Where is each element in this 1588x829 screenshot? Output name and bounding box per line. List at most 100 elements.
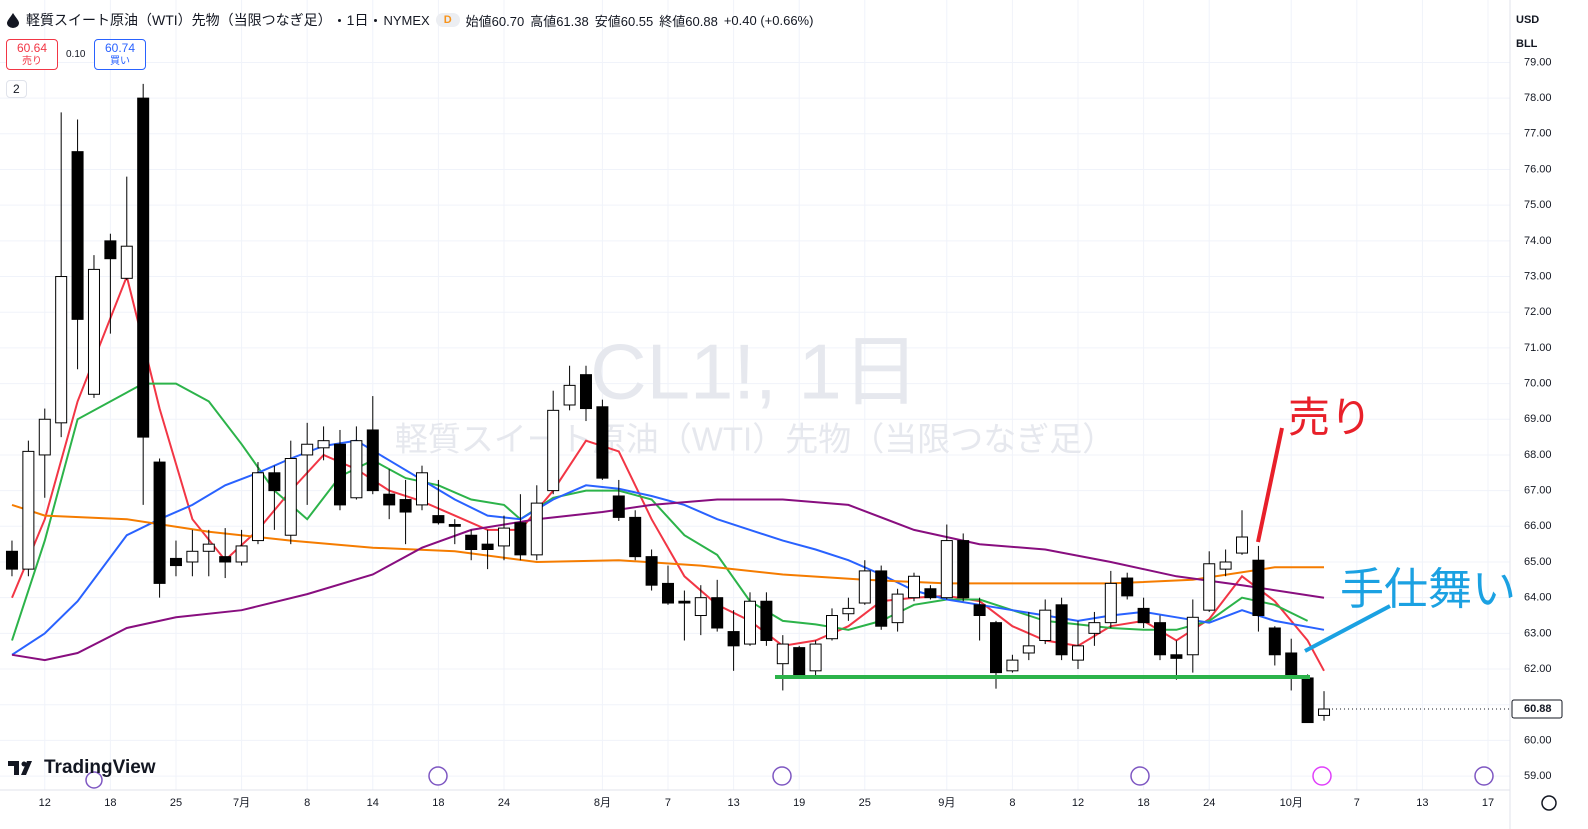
- x-tick-label: 17: [1482, 797, 1494, 809]
- candle-body: [22, 450, 35, 570]
- candle-body: [1039, 609, 1052, 641]
- event-icon[interactable]: [1474, 766, 1494, 786]
- candle-body: [465, 534, 478, 551]
- x-tick-label: 14: [367, 797, 379, 809]
- x-tick-label: 13: [727, 797, 739, 809]
- sell-label: 売り: [22, 56, 42, 67]
- header: 軽質スイート原油（WTI）先物（当限つなぎ足） 1日 NYMEX D 始値60.…: [6, 10, 813, 30]
- candle-body: [1137, 607, 1150, 624]
- candle-body: [596, 406, 609, 479]
- candle-body: [661, 582, 674, 604]
- y-tick-label: 76.00: [1524, 163, 1552, 175]
- exit-arrow: [1304, 604, 1391, 653]
- candle-body: [858, 570, 871, 604]
- candle-body: [481, 543, 494, 551]
- x-tick-label: 7月: [233, 797, 250, 809]
- candle-body: [317, 440, 330, 449]
- x-tick-label: 24: [498, 797, 510, 809]
- y-tick-label: 77.00: [1524, 128, 1552, 140]
- annotation-sell: 売り: [1288, 394, 1373, 441]
- interval[interactable]: 1日: [346, 12, 369, 28]
- candle-body: [760, 600, 773, 641]
- event-icon[interactable]: [85, 771, 103, 789]
- x-tick-label: 18: [104, 797, 116, 809]
- candle-body: [153, 461, 166, 584]
- indicator-toggle[interactable]: 2: [6, 80, 27, 98]
- x-tick-label: 8: [304, 797, 310, 809]
- candle-body: [5, 550, 18, 570]
- candle-body: [1104, 582, 1117, 624]
- candle-body: [137, 97, 150, 438]
- x-tick-label: 7: [665, 797, 671, 809]
- candle-body: [1268, 627, 1281, 656]
- indicator-count: 2: [13, 82, 20, 96]
- x-tick-label: 8月: [594, 797, 611, 809]
- x-tick-label: 12: [39, 797, 51, 809]
- y-tick-label: 75.00: [1524, 199, 1552, 211]
- candle-body: [743, 600, 756, 645]
- candle-body: [120, 245, 133, 279]
- y-tick-label: 67.00: [1524, 485, 1552, 497]
- candle-body: [990, 622, 1003, 674]
- y-tick-label: 62.00: [1524, 663, 1552, 675]
- event-icon[interactable]: [428, 766, 448, 786]
- ohlc-low: 安値60.55: [594, 13, 654, 29]
- exchange: NYMEX: [383, 12, 430, 28]
- candle-body: [891, 593, 904, 624]
- event-icons: [85, 766, 1494, 789]
- candle-body: [1219, 561, 1232, 570]
- y-tick-label: 74.00: [1524, 235, 1552, 247]
- y-tick-label: 79.00: [1524, 56, 1552, 68]
- candle-body: [448, 524, 461, 527]
- candle-body: [202, 543, 215, 552]
- candle-body: [1088, 622, 1101, 634]
- candle-body: [284, 458, 297, 536]
- x-tick-label: 25: [859, 797, 871, 809]
- x-tick-label: 7: [1354, 797, 1360, 809]
- x-tick-label: 10月: [1280, 797, 1303, 809]
- x-tick-label: 18: [1137, 797, 1149, 809]
- candle-body: [497, 527, 510, 547]
- buy-button[interactable]: 60.74 買い: [94, 39, 146, 70]
- candle-body: [1203, 563, 1216, 611]
- y-tick-label: 73.00: [1524, 270, 1552, 282]
- candle-body: [186, 550, 199, 563]
- x-tick-label: 25: [170, 797, 182, 809]
- candle-body: [1318, 708, 1331, 716]
- ohlc-high: 高値61.38: [530, 13, 589, 29]
- settings-icon[interactable]: [1541, 795, 1557, 811]
- spread: 0.10: [66, 49, 86, 60]
- ohlc-close: 終値60.88: [659, 13, 718, 29]
- moving-average: [11, 273, 1325, 672]
- separator: [374, 18, 378, 22]
- unit[interactable]: BLL: [1516, 38, 1538, 50]
- candle-body: [1186, 616, 1199, 656]
- logo: TradingView: [8, 757, 156, 779]
- candle-body: [399, 499, 412, 513]
- candle-body: [1252, 559, 1265, 617]
- candle-body: [1301, 677, 1314, 724]
- watermark-title: CL1!, 1日: [590, 328, 919, 416]
- candle-body: [793, 647, 806, 677]
- logo-text: TradingView: [44, 757, 156, 778]
- currency[interactable]: USD: [1516, 14, 1540, 26]
- candle-body: [908, 575, 921, 599]
- event-icon[interactable]: [1130, 766, 1150, 786]
- moving-average: [11, 498, 1325, 662]
- candle-body: [415, 472, 428, 506]
- candle-body: [104, 240, 117, 260]
- y-tick-label: 60.00: [1524, 734, 1552, 746]
- candle-body: [629, 516, 642, 558]
- candle-body: [579, 374, 592, 410]
- candle-body: [694, 597, 707, 617]
- sell-price: 60.64: [16, 41, 48, 55]
- candle-body: [514, 522, 527, 556]
- event-icon[interactable]: [772, 766, 792, 786]
- candle-body: [1072, 645, 1085, 661]
- x-tick-label: 8: [1009, 797, 1015, 809]
- event-icon[interactable]: [1312, 766, 1332, 786]
- sell-button[interactable]: 60.64 売り: [6, 39, 58, 70]
- symbol-title[interactable]: 軽質スイート原油（WTI）先物（当限つなぎ足）: [26, 12, 332, 28]
- candle-body: [563, 384, 576, 406]
- ohlc-open: 始値60.70: [465, 13, 525, 29]
